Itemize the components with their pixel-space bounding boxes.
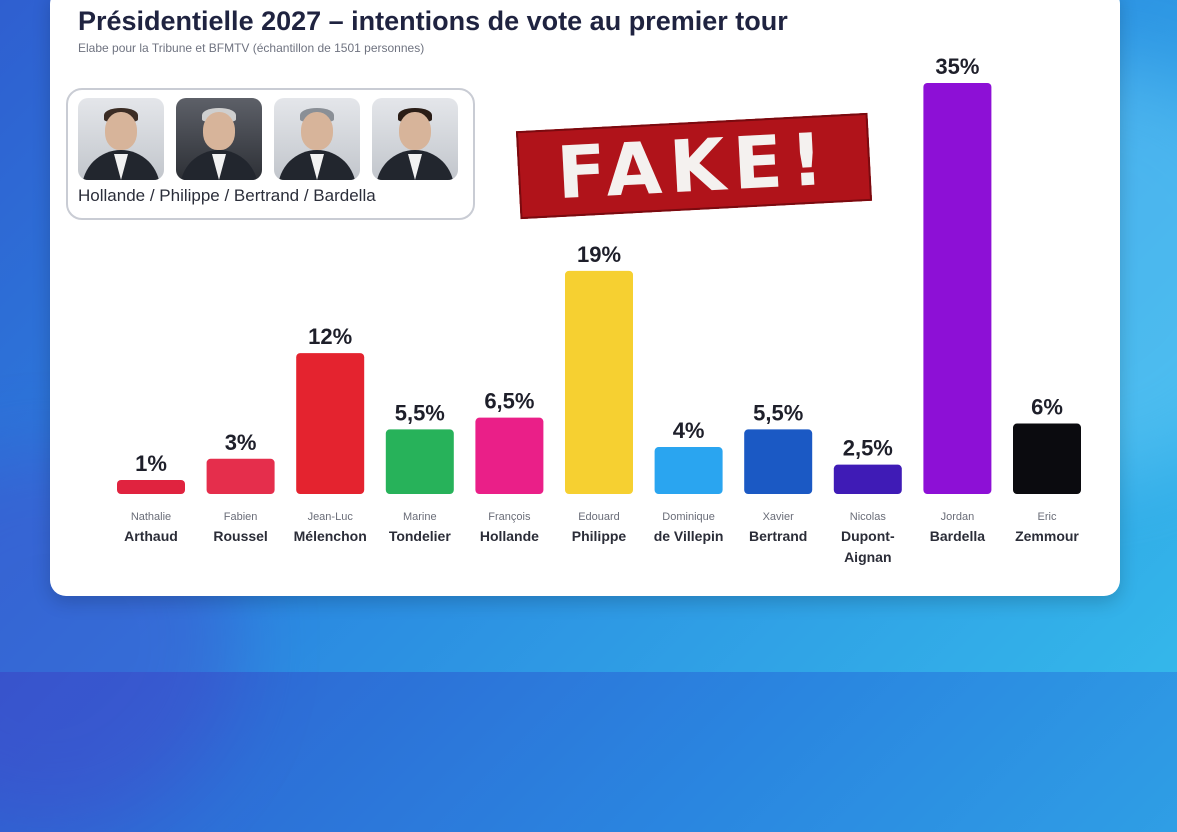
category-last-name: Zemmour [1015, 528, 1079, 544]
bar-chart: 1% Nathalie Arthaud 3% Fabien Roussel 12% Jean-… [117, 54, 1081, 565]
chart-title: Présidentielle 2027 – intentions de vote… [78, 6, 788, 36]
fake-stamp-text: FAKE! [554, 116, 834, 216]
category-last-name: de Villepin [654, 528, 724, 544]
category-first-name: Xavier [763, 511, 795, 523]
bar [1013, 423, 1081, 494]
bar [296, 353, 365, 494]
bar [923, 83, 992, 494]
data-label: 2,5% [843, 436, 893, 461]
chart-card: Présidentielle 2027 – intentions de vote… [50, 0, 1120, 596]
candidate-names-label: Hollande / Philippe / Bertrand / Bardell… [78, 186, 376, 205]
candidate-photo [78, 98, 164, 180]
data-label: 19% [577, 242, 621, 267]
bar [744, 429, 813, 494]
fake-stamp: FAKE! [515, 112, 873, 220]
bar [565, 270, 633, 494]
bar [385, 429, 454, 494]
bar [654, 447, 723, 494]
data-label: 3% [225, 430, 257, 455]
data-label: 4% [673, 418, 705, 443]
category-last-name: Bertrand [749, 528, 807, 544]
category-first-name: Fabien [224, 511, 258, 523]
data-label: 6,5% [484, 389, 534, 414]
category-last-name: Roussel [213, 528, 267, 544]
category-last-name: Aignan [844, 549, 891, 565]
chart-subtitle: Elabe pour la Tribune et BFMTV (échantil… [78, 41, 425, 55]
data-label: 5,5% [753, 400, 803, 425]
bar [117, 480, 185, 494]
bar [206, 458, 275, 494]
data-label: 35% [935, 54, 979, 79]
bar [475, 417, 544, 494]
category-last-name: Arthaud [124, 528, 178, 544]
bar [833, 464, 902, 494]
data-label: 12% [308, 324, 352, 349]
category-first-name: Edouard [578, 511, 620, 523]
candidate-photo [372, 98, 458, 180]
category-last-name: Mélenchon [294, 528, 367, 544]
category-last-name: Philippe [572, 528, 627, 544]
candidate-photo [274, 98, 360, 180]
category-first-name: Marine [403, 511, 437, 523]
data-label: 1% [135, 451, 167, 476]
category-first-name: Nathalie [131, 511, 171, 523]
category-last-name: Tondelier [389, 528, 452, 544]
data-label: 5,5% [395, 400, 445, 425]
category-last-name: Dupont- [841, 528, 895, 544]
category-first-name: Jordan [941, 511, 975, 523]
category-last-name: Bardella [930, 528, 985, 544]
category-first-name: Jean-Luc [308, 511, 354, 523]
category-first-name: Eric [1038, 511, 1057, 523]
category-first-name: Nicolas [850, 511, 887, 523]
candidate-photos-box: Hollande / Philippe / Bertrand / Bardell… [66, 88, 475, 220]
category-first-name: Dominique [662, 511, 715, 523]
data-label: 6% [1031, 395, 1063, 420]
candidate-photo [176, 98, 262, 180]
category-last-name: Hollande [480, 528, 539, 544]
category-first-name: François [488, 511, 531, 523]
